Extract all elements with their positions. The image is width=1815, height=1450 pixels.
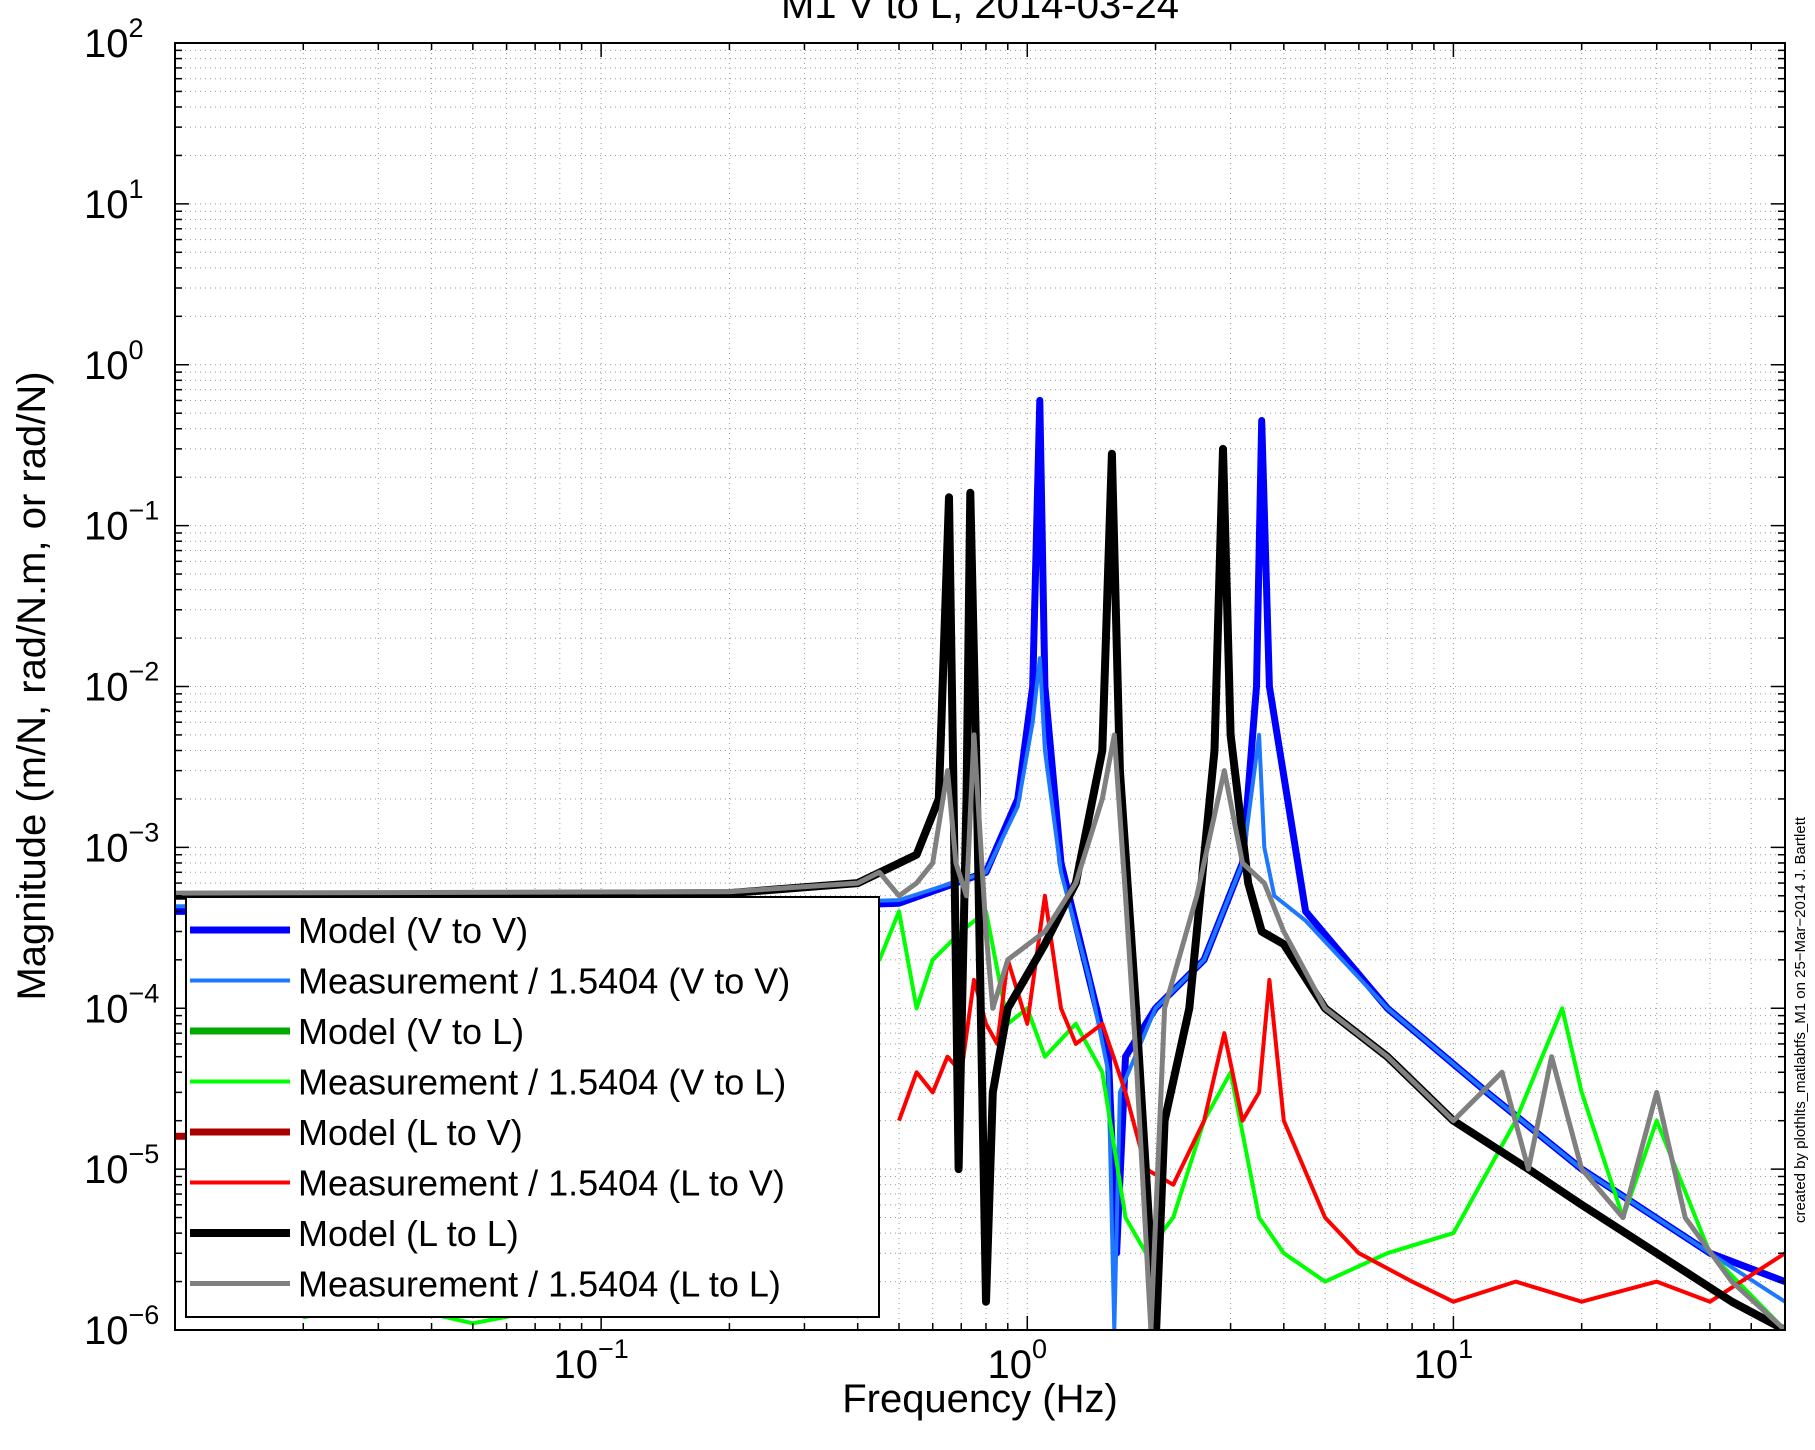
y-tick-exponent: −5 <box>129 1139 160 1169</box>
y-tick-exponent: −6 <box>129 1300 160 1330</box>
y-tick-label: 100 <box>84 335 144 388</box>
y-tick-exponent: 2 <box>129 13 144 43</box>
series-line-8 <box>175 732 1785 1330</box>
legend-label-8: Measurement / 1.5404 (L to L) <box>298 1264 781 1305</box>
legend-label-5: Model (L to V) <box>298 1112 523 1153</box>
credit-text: created by plothlts_matlabtfs_M1 on 25−M… <box>1792 816 1809 1223</box>
legend-box <box>185 896 880 1318</box>
y-tick-exponent: −3 <box>129 817 160 847</box>
y-tick-exponent: −2 <box>129 657 160 687</box>
legend-label-2: Measurement / 1.5404 (V to V) <box>298 961 790 1002</box>
x-tick-exponent: 1 <box>1458 1334 1473 1364</box>
x-tick-exponent: 0 <box>1032 1334 1047 1364</box>
legend-label-3: Model (V to L) <box>298 1011 524 1052</box>
legend-label-4: Measurement / 1.5404 (V to L) <box>298 1062 786 1103</box>
chart-title: M1 V to L, 2014-03-24 <box>781 0 1179 27</box>
y-tick-exponent: 1 <box>129 174 144 204</box>
legend: Model (V to V) Measurement / 1.5404 (V to… <box>185 896 880 1318</box>
y-tick-label: 102 <box>84 13 144 66</box>
legend-label-6: Measurement / 1.5404 (L to V) <box>298 1163 785 1204</box>
y-tick-exponent: −4 <box>129 978 160 1008</box>
y-tick-exponent: 0 <box>129 335 144 365</box>
series-line-2 <box>175 656 1785 1330</box>
axis-ticks <box>174 42 1786 1331</box>
x-tick-exponent: −1 <box>598 1334 629 1364</box>
x-axis-label: Frequency (Hz) <box>842 1377 1118 1421</box>
y-tick-exponent: −1 <box>129 496 160 526</box>
legend-label-7: Model (L to L) <box>298 1213 519 1254</box>
y-axis-label: Magnitude (m/N, rad/N.m, or rad/N) <box>10 371 54 1000</box>
legend-label-1: Model (V to V) <box>298 910 528 951</box>
